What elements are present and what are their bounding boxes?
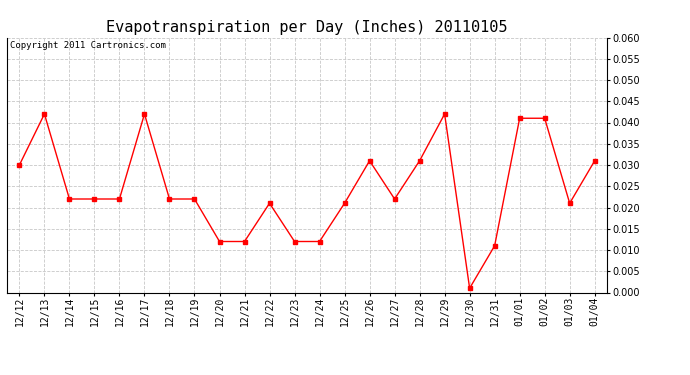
Text: Copyright 2011 Cartronics.com: Copyright 2011 Cartronics.com [10, 41, 166, 50]
Title: Evapotranspiration per Day (Inches) 20110105: Evapotranspiration per Day (Inches) 2011… [106, 20, 508, 35]
